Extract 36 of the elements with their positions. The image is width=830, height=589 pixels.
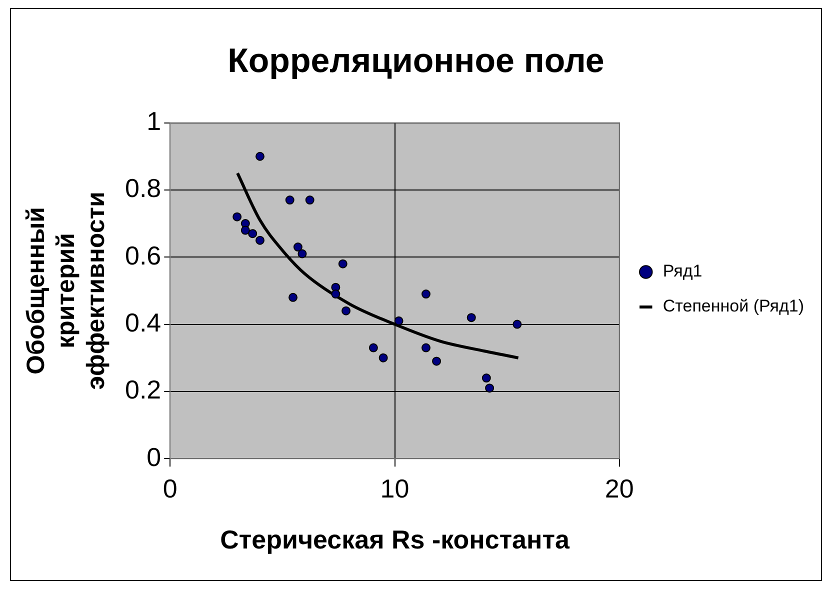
- y-tick-label: 0.2: [124, 374, 162, 405]
- y-axis-title: Обобщенный критерий эффективности: [22, 192, 110, 390]
- point: [378, 353, 388, 362]
- x-axis-title: Стерическая Rs -константа: [220, 524, 570, 555]
- point: [466, 313, 476, 322]
- point: [298, 249, 307, 258]
- point: [338, 259, 348, 268]
- x-tick-label: 20: [604, 473, 634, 504]
- y-tick-label: 0.6: [124, 240, 162, 270]
- legend-label: Ряд1: [662, 262, 702, 281]
- point: [293, 242, 302, 252]
- y-tick-label: 0.4: [124, 307, 162, 338]
- legend-label: Степенной (Ряд1): [662, 296, 804, 316]
- point: [432, 356, 442, 366]
- point: [305, 196, 314, 205]
- point: [342, 306, 351, 316]
- point: [512, 320, 522, 329]
- point: [421, 343, 430, 352]
- point: [485, 384, 494, 393]
- point: [421, 290, 430, 299]
- point: [255, 152, 264, 161]
- point: [368, 343, 378, 352]
- point: [232, 212, 242, 222]
- y-tick-label: 1: [146, 106, 162, 136]
- point: [285, 196, 294, 205]
- chart-title: Корреляционное поле: [228, 42, 604, 80]
- y-tick-label: 0: [146, 442, 162, 472]
- y-tick-label: 0.8: [124, 173, 162, 204]
- point: [394, 316, 404, 326]
- point: [331, 290, 340, 299]
- point: [240, 226, 250, 235]
- point: [288, 292, 298, 302]
- point: [482, 374, 491, 383]
- x-tick-label: 10: [380, 473, 410, 504]
- point: [248, 229, 258, 238]
- point: [255, 236, 264, 245]
